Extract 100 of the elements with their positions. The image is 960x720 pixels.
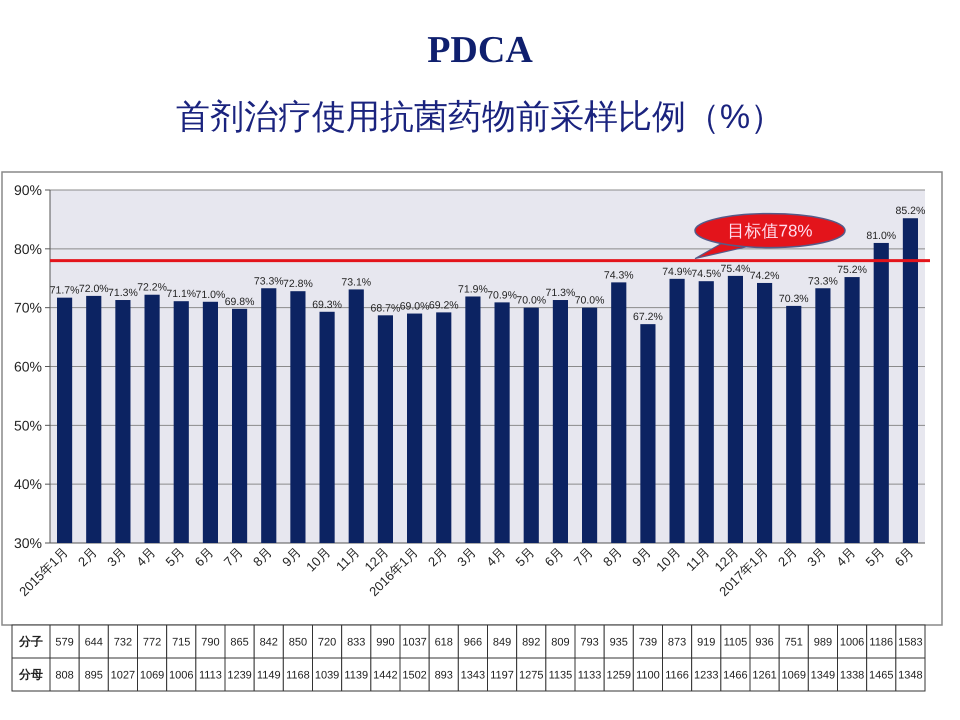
x-tick-label: 6月 [192,544,217,570]
data-label: 68.7% [370,302,400,314]
text: 1037 [402,636,427,648]
data-label: 69.0% [400,300,430,313]
text: 1133 [578,670,602,682]
text: 809 [551,636,570,648]
data-label: 69.8% [224,296,254,308]
text: 790 [201,636,220,648]
data-label: 69.2% [428,299,459,312]
text: 1502 [402,670,427,682]
text: 873 [668,636,686,648]
text: 833 [347,636,366,648]
x-tick-label: 8月 [600,544,625,570]
text: 1105 [724,636,748,648]
x-tick-label: 2月 [74,544,100,570]
text: 739 [638,636,658,648]
text: 分子 [18,634,43,648]
data-label: 71.3% [108,287,138,300]
x-tick-label: 3月 [104,544,130,570]
text: 1135 [548,670,572,682]
x-tick-label: 4月 [833,544,858,570]
data-label: 72.2% [137,282,167,294]
text: 1348 [898,670,923,682]
text: 1006 [169,670,194,682]
x-tick-label: 7月 [570,544,596,570]
text: 1349 [810,670,836,682]
text: 1197 [490,670,514,682]
text: 935 [610,636,628,648]
data-label: 70.0% [574,294,604,307]
data-label: 73.3% [254,275,284,288]
text: 893 [434,670,453,682]
x-tick-label: 5月 [862,544,888,570]
text: 1275 [519,670,544,682]
text: 579 [55,636,74,648]
text: 1259 [606,670,631,682]
y-tick-label: 70% [14,300,42,316]
text: 849 [492,636,512,648]
text: 1261 [752,670,777,682]
data-label: 70.3% [778,292,809,305]
text: 1338 [840,670,864,682]
chart-subtitle: 首剂治疗使用抗菌药物前采样比例（%） [176,98,784,136]
x-tick-label: 4月 [133,544,158,570]
data-label: 74.5% [691,268,722,280]
data-label: 75.2% [837,264,867,276]
text: 895 [84,670,103,682]
text: 1139 [344,670,368,682]
text: 715 [172,636,190,648]
text: 1239 [227,670,252,682]
x-tick-label: 10月 [303,544,334,575]
data-label: 71.1% [166,288,196,300]
text: 1027 [110,670,136,682]
x-tick-label: 11月 [683,544,712,574]
x-tick-label: 6月 [892,544,917,570]
text: 842 [260,636,278,648]
text: 1039 [314,670,340,682]
text: 1069 [782,670,806,682]
data-label: 74.3% [604,269,634,282]
x-tick-label: 10月 [653,544,684,575]
text: 1006 [840,636,864,648]
data-label: 69.3% [312,298,342,311]
text: 892 [522,636,540,648]
text: 936 [755,636,774,648]
x-tick-label: 3月 [454,544,480,570]
data-label: 72.8% [283,278,313,290]
text: 1168 [286,670,310,682]
x-tick-label: 4月 [483,544,508,570]
data-label: 73.1% [341,276,372,288]
data-label: 71.3% [546,287,576,300]
data-label: 73.3% [808,275,838,288]
x-tick-label: 2月 [424,544,450,570]
text: 1100 [636,670,660,682]
y-tick-label: 60% [14,358,42,374]
data-label: 74.2% [750,270,780,282]
x-tick-label: 11月 [333,544,362,574]
x-tick-label: 2月 [774,544,800,570]
text: 1466 [723,670,748,682]
text: 1442 [373,670,398,682]
text: 732 [114,636,132,648]
y-tick-label: 50% [14,417,42,434]
text: 618 [434,636,453,648]
data-label: 71.9% [458,283,488,296]
text: 1465 [869,670,894,682]
x-tick-label: 9月 [279,544,304,570]
ref-line-label: 目标值78% [727,222,813,241]
y-tick-label: 80% [14,240,42,257]
data-label: 67.2% [633,311,663,324]
text: 772 [142,636,162,648]
x-tick-label: 5月 [512,544,538,570]
text: 分母 [18,668,43,682]
x-tick-label: 9月 [629,544,654,570]
text: 966 [464,636,482,648]
text: 793 [580,636,599,648]
data-label: 70.9% [487,289,517,302]
y-tick-label: 40% [14,476,42,492]
x-tick-label: 6月 [542,544,567,570]
text: 1583 [898,636,923,648]
text: 990 [376,636,395,648]
text: 919 [697,636,716,648]
text: 1113 [198,670,222,682]
text: 1149 [256,670,281,682]
